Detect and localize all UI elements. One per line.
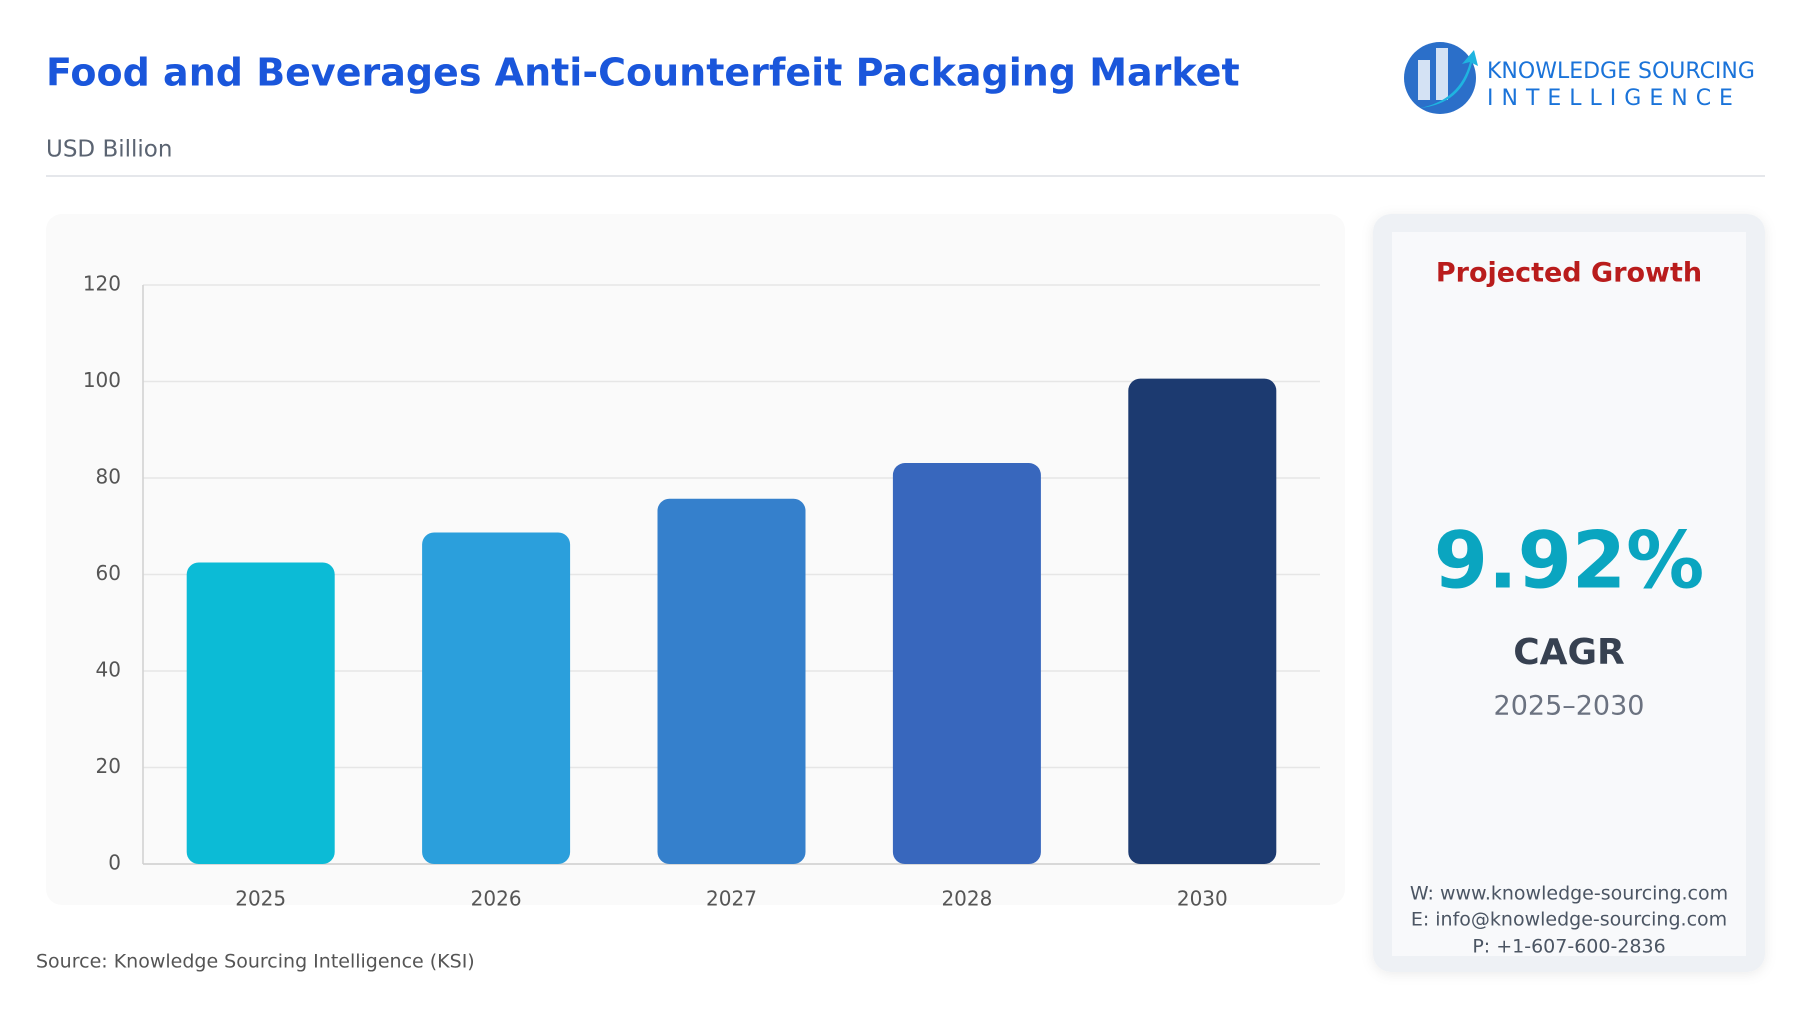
- y-tick-label: 120: [83, 272, 121, 296]
- logo-arrow: [1420, 50, 1478, 108]
- bar: [422, 532, 571, 864]
- logo: KNOWLEDGE SOURCING INTELLIGENCE: [1404, 42, 1755, 114]
- contact: W: www.knowledge-sourcing.com: [1410, 883, 1728, 905]
- bar: [657, 498, 806, 864]
- bar: [186, 562, 335, 864]
- y-tick-label: 100: [83, 368, 121, 392]
- logo-bars: [1418, 48, 1448, 100]
- y-tick-label: 60: [96, 561, 121, 585]
- cagr-label: CAGR: [1513, 632, 1625, 673]
- panel-heading: Projected Growth: [1436, 258, 1702, 289]
- x-tick-label: 2027: [706, 887, 757, 911]
- chart-title: Food and Beverages Anti-Counterfeit Pack…: [46, 51, 1240, 95]
- x-tick-label: 2030: [1177, 887, 1228, 911]
- bar: [1128, 378, 1277, 864]
- x-tick-label: 2028: [941, 887, 992, 911]
- cagr-value: 9.92%: [1434, 516, 1705, 606]
- logo-text: INTELLIGENCE: [1487, 86, 1741, 111]
- x-tick-label: 2026: [471, 887, 522, 911]
- y-tick-label: 40: [96, 658, 121, 682]
- bar: [892, 463, 1041, 864]
- subtitle: USD Billion: [46, 137, 172, 163]
- source: Source: Knowledge Sourcing Intelligence …: [36, 951, 475, 973]
- logo-text: KNOWLEDGE SOURCING: [1487, 59, 1755, 84]
- y-tick-label: 0: [108, 851, 121, 875]
- y-tick-label: 80: [96, 465, 121, 489]
- plot: 0 20 40 60 80 100 120 2025 2026 2027 2028 2030: [83, 272, 1320, 911]
- contact: E: info@knowledge-sourcing.com: [1411, 909, 1727, 931]
- y-tick-label: 20: [96, 754, 121, 778]
- x-tick-label: 2025: [235, 887, 286, 911]
- cagr-period: 2025–2030: [1494, 691, 1645, 722]
- panel-inner: [1392, 232, 1746, 956]
- contact: P: +1-607-600-2836: [1472, 936, 1665, 958]
